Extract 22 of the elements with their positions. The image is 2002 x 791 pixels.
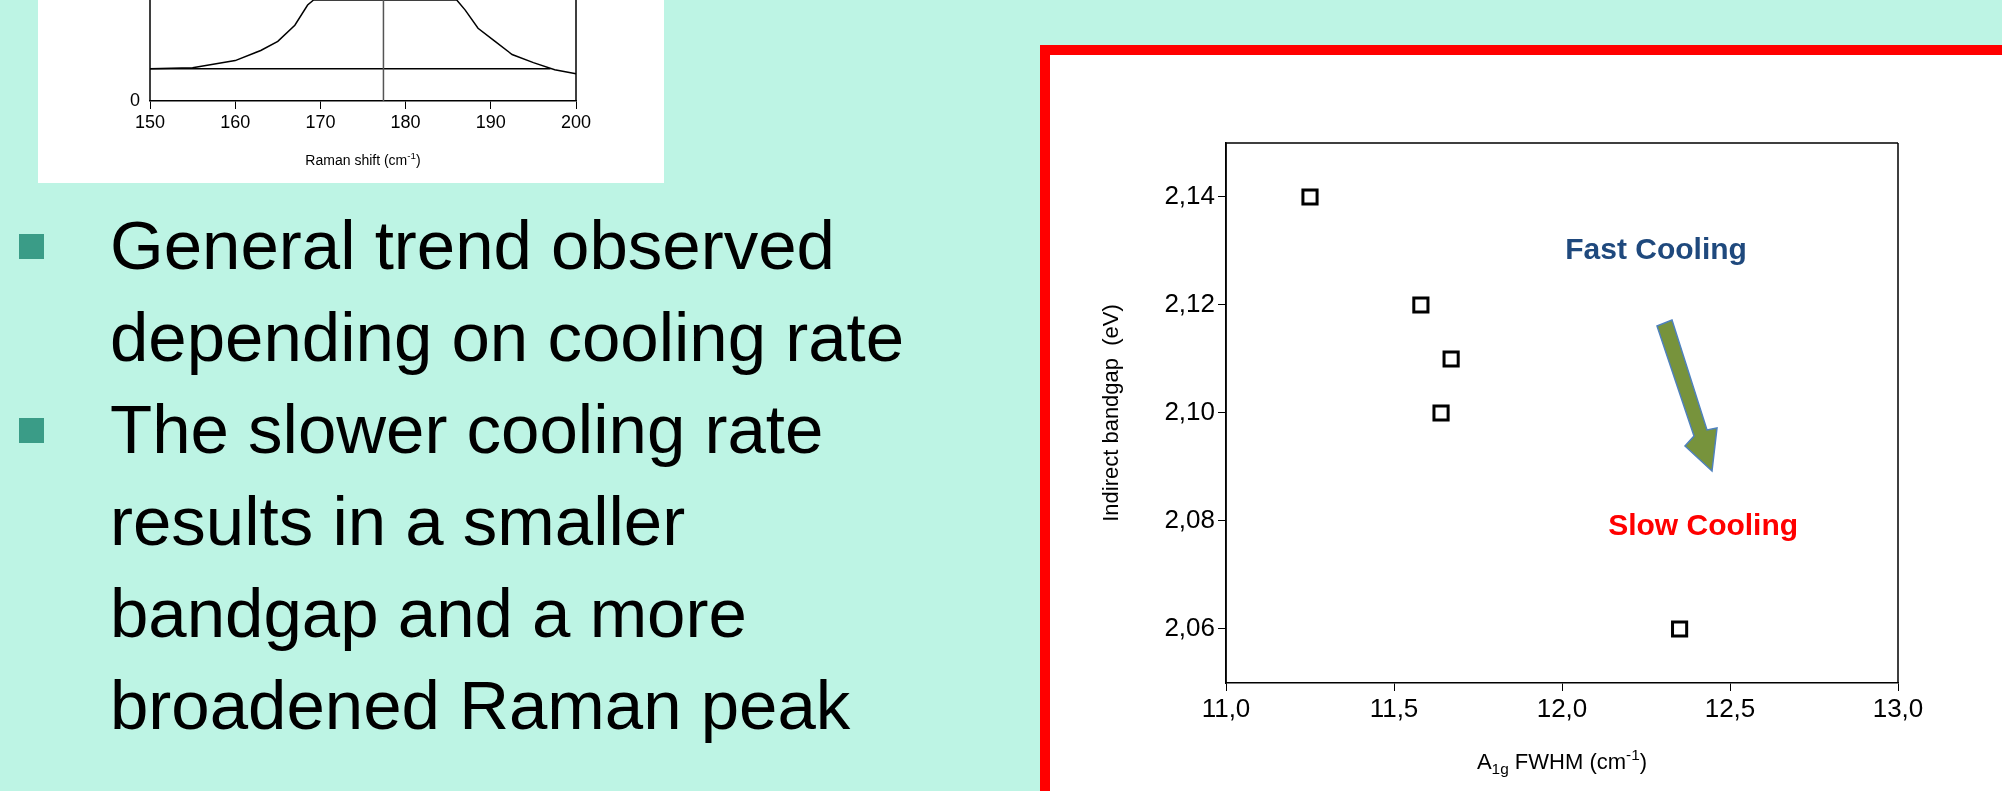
x-tick-label: 12,5 <box>1704 692 1756 723</box>
text: General trend observed depending on cooling rate <box>110 207 905 376</box>
x-tick-label: 13,0 <box>1872 692 1924 723</box>
x-tick-label: 160 <box>220 111 251 132</box>
y-tick-label: 2,06 <box>1164 612 1215 643</box>
annotation: Slow Cooling <box>1608 507 1799 541</box>
x-tick-label: 150 <box>134 111 166 132</box>
y-tick-label: 2,12 <box>1164 288 1215 319</box>
y-tick-label: 2,10 <box>1164 396 1215 427</box>
x-tick-label: 170 <box>305 111 336 132</box>
y-tick-label: 2,08 <box>1164 504 1215 535</box>
y-tick-label: 2,14 <box>1164 180 1215 211</box>
text: The slower cooling rate results in a smaller bandgap and a more broadened Raman peak <box>110 391 851 744</box>
y-axis-title: Indirect bandgap (eV) <box>1098 304 1124 522</box>
text: 0 <box>129 89 140 110</box>
x-tick-label: 12,0 <box>1536 692 1588 723</box>
x-tick-label: 200 <box>560 111 592 132</box>
x-tick-label: 190 <box>475 111 506 132</box>
annotation: Fast Cooling <box>1565 232 1747 266</box>
x-tick-label: 11,5 <box>1369 692 1419 723</box>
x-tick-label: 180 <box>390 111 421 132</box>
x-tick-label: 11,0 <box>1201 692 1251 723</box>
